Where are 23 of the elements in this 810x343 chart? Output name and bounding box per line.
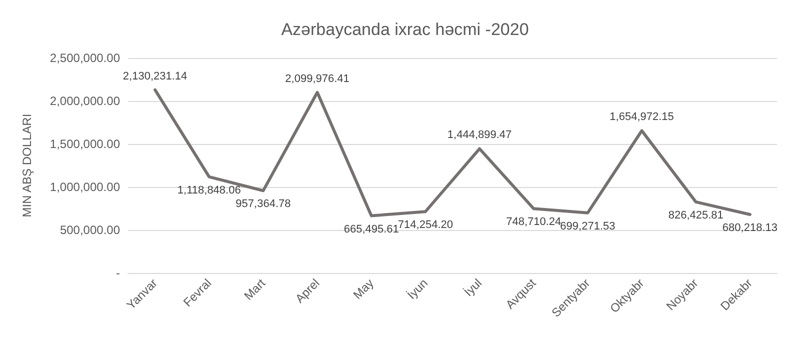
y-tick-label: 1,000,000.00 xyxy=(50,180,120,194)
data-label: 1,654,972.15 xyxy=(610,111,674,124)
y-tick-label: 2,500,000.00 xyxy=(50,51,120,65)
data-label: 2,130,231.14 xyxy=(122,70,188,82)
x-tick-label: İyul xyxy=(461,276,484,300)
y-tick-label: 500,000.00 xyxy=(60,223,120,237)
x-tick-label: İyun xyxy=(404,276,430,302)
data-label: 665,495.61 xyxy=(344,223,399,236)
data-label: 826,425.81 xyxy=(668,209,724,222)
data-label: 714,254.20 xyxy=(398,219,453,232)
chart-title: Azərbaycanda ixrac həcmi -2020 xyxy=(281,20,529,39)
data-label: 2,099,976.41 xyxy=(285,72,350,85)
data-label: 1,118,848.06 xyxy=(177,184,241,196)
data-label: 1,444,899.47 xyxy=(447,129,512,142)
y-tick-label: - xyxy=(116,266,120,280)
data-label: 680,218.13 xyxy=(722,222,778,234)
data-label: 748,710.24 xyxy=(506,216,562,228)
y-axis-title: MIN ABŞ DOLLARI xyxy=(20,114,34,218)
y-tick-label: 1,500,000.00 xyxy=(50,137,120,151)
x-tick-label: May xyxy=(350,276,376,302)
data-label: 957,364.78 xyxy=(236,198,291,210)
y-tick-label: 2,000,000.00 xyxy=(50,94,120,108)
data-label: 699,271.53 xyxy=(560,220,616,232)
